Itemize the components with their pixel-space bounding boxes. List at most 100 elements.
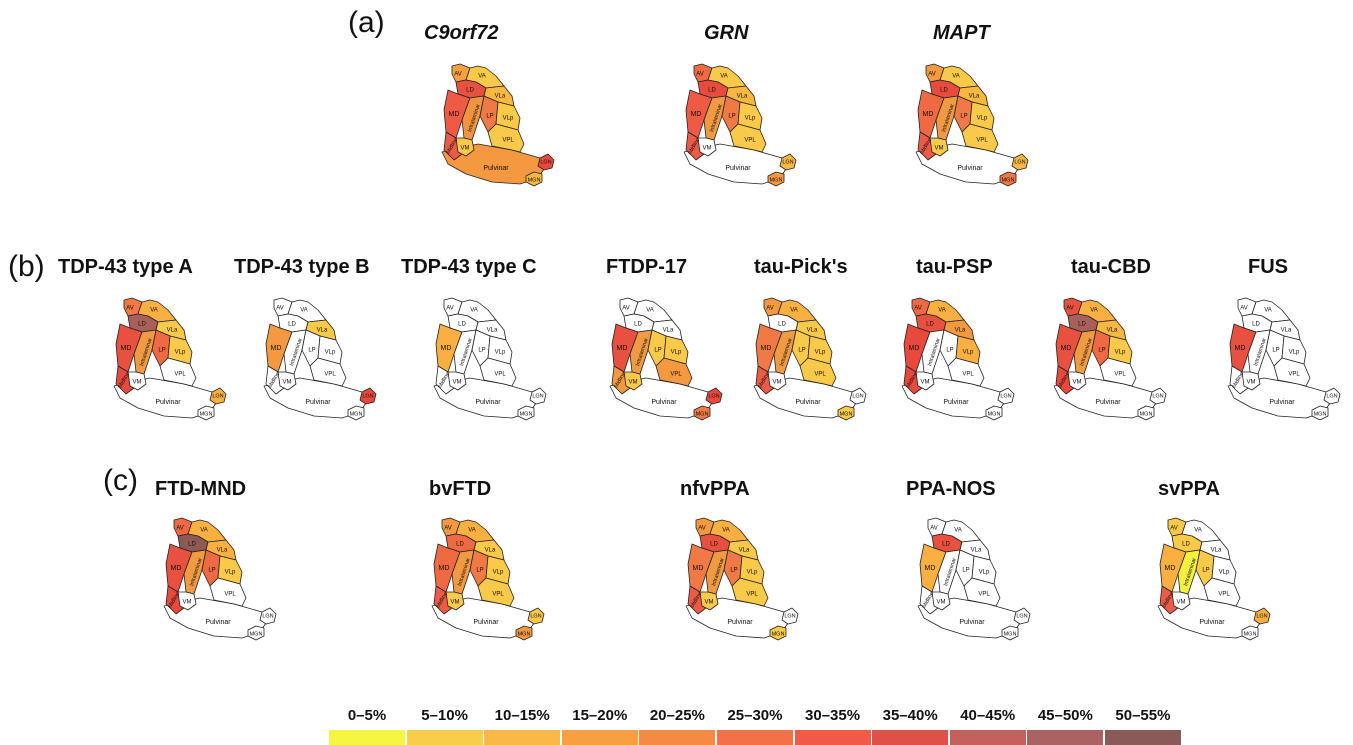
nucleus-midline	[917, 131, 937, 161]
legend-swatch	[639, 730, 716, 745]
nucleus-md	[165, 543, 193, 593]
nucleus-label-va: VA	[954, 528, 962, 534]
legend-label: 50–55%	[1115, 707, 1171, 724]
nucleus-midline	[165, 585, 185, 615]
nucleus-label-vm: VM	[451, 600, 460, 606]
nucleus-vpl	[1099, 357, 1137, 387]
nucleus-md	[1229, 323, 1257, 373]
nucleus-mgn	[525, 171, 543, 187]
nucleus-label-vlp: VLp	[745, 116, 756, 122]
nucleus-label-vm: VM	[703, 146, 712, 152]
nucleus-vm	[767, 371, 787, 391]
nucleus-label-vla: VLa	[969, 94, 980, 100]
nucleus-label-lgn: LGN	[1000, 393, 1011, 399]
nucleus-label-vla: VLa	[317, 328, 328, 334]
nucleus-mgn	[837, 405, 855, 421]
nucleus-label-mgn: MGN	[250, 631, 263, 637]
nucleus-label-vm: VM	[935, 146, 944, 152]
nucleus-label-vla: VLa	[1107, 328, 1118, 334]
nucleus-label-mgn: MGN	[1002, 177, 1015, 183]
nucleus-md	[1159, 543, 1187, 593]
nucleus-vpl	[963, 577, 1001, 607]
nucleus-label-va: VA	[1194, 528, 1202, 534]
nucleus-label-mgn: MGN	[770, 177, 783, 183]
nucleus-label-pulvinar: Pulvinar	[795, 399, 821, 406]
nucleus-lgn	[1013, 607, 1031, 625]
nucleus-label-vla: VLa	[971, 548, 982, 554]
nucleus-label-vla: VLa	[1281, 328, 1292, 334]
nucleus-label-av: AV	[1066, 306, 1074, 312]
nucleus-label-va: VA	[200, 528, 208, 534]
nucleus-label-lp: LP	[208, 568, 215, 574]
legend-label: 5–10%	[421, 707, 468, 724]
nucleus-label-vm: VM	[1247, 380, 1256, 386]
nucleus-label-vpl: VPL	[976, 138, 988, 144]
map-title-ppa-nos: PPA-NOS	[906, 478, 996, 500]
nucleus-vlp	[217, 555, 243, 585]
nucleus-vlp	[485, 555, 511, 585]
nucleus-md	[687, 543, 715, 593]
nucleus-label-vpl: VPL	[1288, 372, 1300, 378]
nucleus-label-vpl: VPL	[502, 138, 514, 144]
nucleus-label-vla: VLa	[1211, 548, 1222, 554]
nucleus-label-md: MD	[925, 565, 936, 572]
nucleus-label-pulvinar: Pulvinar	[957, 165, 983, 172]
nucleus-label-va: VA	[478, 74, 486, 80]
nucleus-label-vpl: VPL	[746, 592, 758, 598]
map-title-ftd-mnd: FTD-MND	[155, 478, 247, 500]
nucleus-label-lp: LP	[654, 348, 661, 354]
nucleus-label-pulvinar: Pulvinar	[305, 399, 331, 406]
nucleus-vpl	[731, 577, 769, 607]
nucleus-vlp	[737, 101, 763, 131]
nucleus-vm	[699, 591, 719, 611]
nucleus-label-vlp: VLp	[1289, 350, 1300, 356]
nucleus-label-pulvinar: Pulvinar	[1095, 399, 1121, 406]
nucleus-midline	[433, 585, 453, 615]
nucleus-vpl	[309, 357, 347, 387]
nucleus-label-md: MD	[449, 111, 460, 118]
nucleus-label-vm: VM	[773, 380, 782, 386]
nucleus-label-mgn: MGN	[1314, 411, 1327, 417]
nucleus-label-vm: VM	[283, 380, 292, 386]
nucleus-vpl	[1273, 357, 1311, 387]
nucleus-mgn	[767, 171, 785, 187]
nucleus-label-vlp: VLp	[815, 350, 826, 356]
map-title-ftdp17: FTDP-17	[606, 256, 688, 278]
nucleus-label-vm: VM	[1177, 600, 1186, 606]
nucleus-label-vpl: VPL	[324, 372, 336, 378]
nucleus-label-vpl: VPL	[978, 592, 990, 598]
nucleus-midline	[611, 365, 631, 395]
nucleus-label-lp: LP	[946, 348, 953, 354]
nucleus-label-md: MD	[693, 565, 704, 572]
legend-swatch	[484, 730, 561, 745]
nucleus-label-pulvinar: Pulvinar	[725, 165, 751, 172]
nucleus-label-md: MD	[439, 565, 450, 572]
nucleus-midline	[755, 365, 775, 395]
nucleus-label-mgn: MGN	[520, 411, 533, 417]
legend-swatch	[329, 730, 405, 745]
nucleus-md	[265, 323, 293, 373]
nucleus-lgn	[849, 387, 867, 405]
nucleus-label-vpl: VPL	[494, 372, 506, 378]
legend-label: 45–50%	[1037, 707, 1093, 724]
nucleus-label-vpl: VPL	[962, 372, 974, 378]
nucleus-label-ld: LD	[708, 88, 716, 94]
map-title-bvftd: bvFTD	[429, 478, 492, 500]
nucleus-label-va: VA	[1090, 308, 1098, 314]
nucleus-label-lp: LP	[478, 348, 485, 354]
nucleus-label-md: MD	[271, 345, 282, 352]
nucleus-label-av: AV	[698, 526, 706, 532]
nucleus-label-mgn: MGN	[696, 411, 709, 417]
nucleus-label-mgn: MGN	[772, 631, 785, 637]
nucleus-md	[433, 543, 461, 593]
nucleus-mgn	[247, 625, 265, 641]
nucleus-lgn	[209, 387, 227, 405]
nucleus-label-va: VA	[722, 528, 730, 534]
nucleus-label-lgn: LGN	[784, 613, 795, 619]
nucleus-label-lgn: LGN	[212, 393, 223, 399]
nucleus-label-lp: LP	[1098, 348, 1105, 354]
nucleus-label-lp: LP	[1272, 348, 1279, 354]
nucleus-md	[903, 323, 931, 373]
